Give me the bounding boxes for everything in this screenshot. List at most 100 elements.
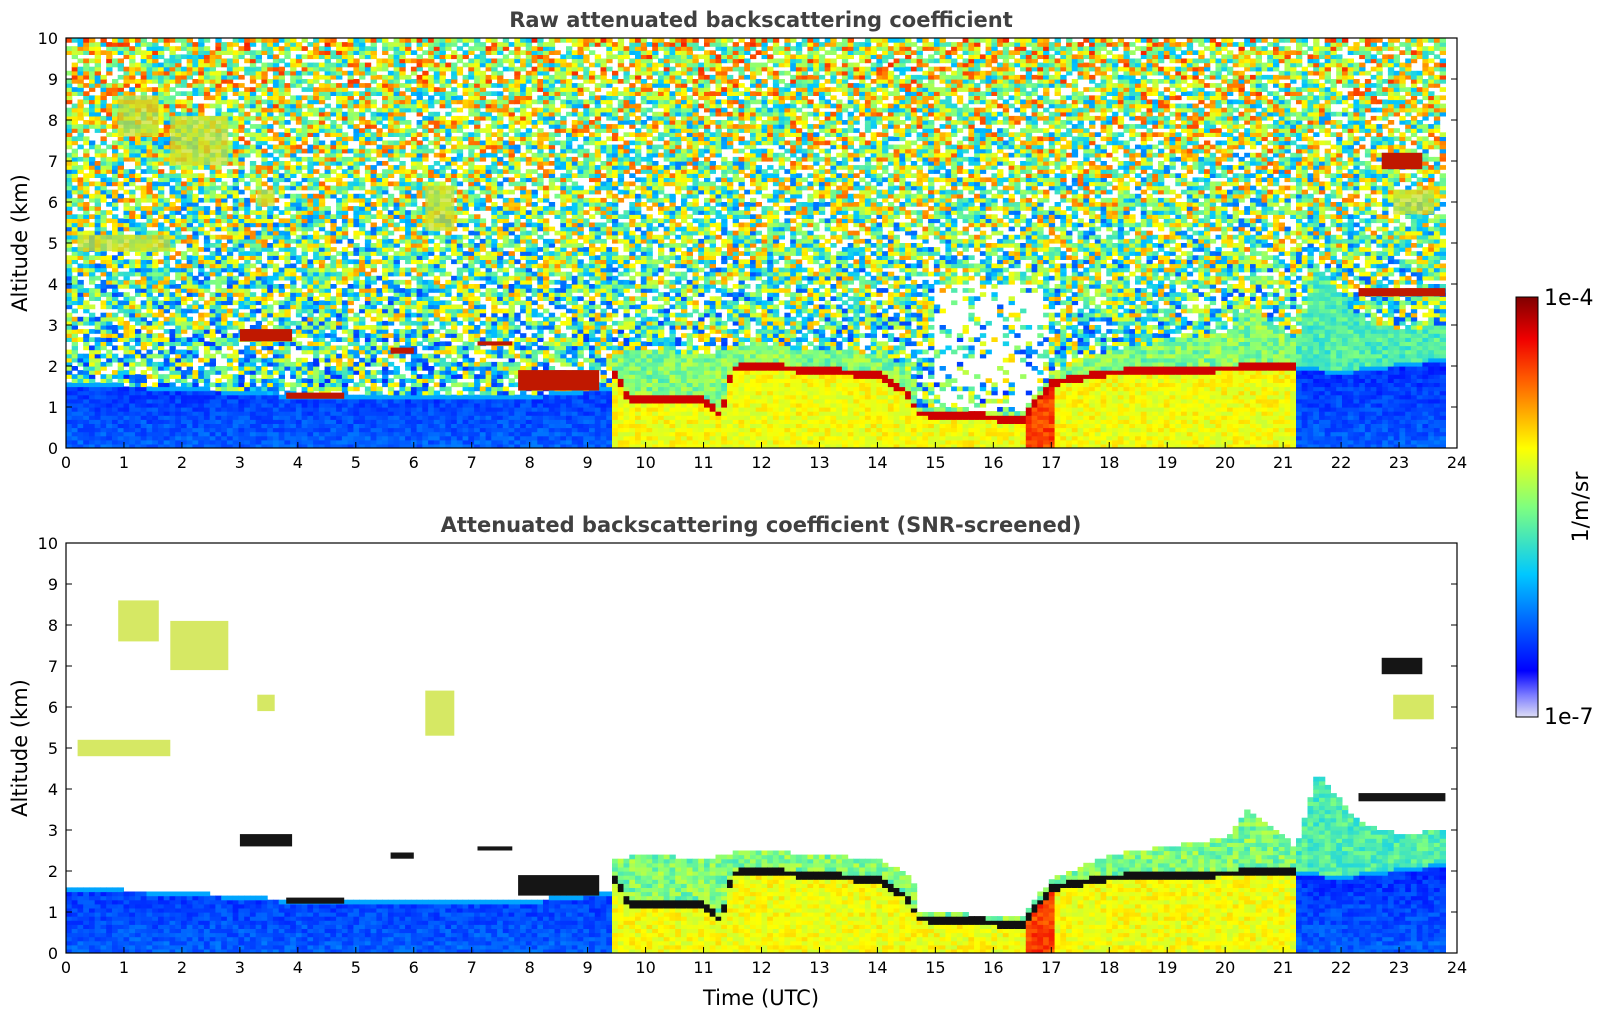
heatmap-cell	[295, 99, 303, 105]
heatmap-cell	[100, 148, 107, 154]
heatmap-cell	[405, 325, 412, 330]
heatmap-cell	[399, 189, 406, 195]
heatmap-cell	[278, 185, 285, 191]
heatmap-cell	[341, 210, 349, 215]
heatmap-cell	[163, 95, 170, 101]
heatmap-cell	[66, 173, 73, 178]
heatmap-cell	[359, 210, 366, 215]
heatmap-cell	[146, 411, 153, 416]
heatmap-cell	[370, 226, 377, 232]
heatmap-cell	[158, 279, 165, 285]
heatmap-cell	[94, 120, 101, 125]
heatmap-cell	[249, 366, 257, 371]
heatmap-cell	[364, 263, 372, 269]
heatmap-cell	[226, 427, 234, 433]
heatmap-cell	[169, 177, 176, 183]
heatmap-cell	[255, 107, 262, 113]
heatmap-cell	[387, 353, 395, 359]
heatmap-cell	[83, 435, 90, 441]
heatmap-cell	[83, 161, 90, 166]
heatmap-cell	[301, 79, 308, 84]
heatmap-cell	[364, 218, 372, 224]
heatmap-cell	[318, 156, 326, 162]
heatmap-cell	[244, 128, 251, 133]
heatmap-cell	[393, 132, 400, 137]
heatmap-cell	[284, 161, 291, 166]
heatmap-cell	[232, 366, 239, 371]
heatmap-cell	[123, 251, 130, 256]
heatmap-cell	[272, 439, 280, 445]
heatmap-cell	[376, 329, 383, 334]
heatmap-cell	[123, 443, 130, 448]
heatmap-cell	[112, 431, 119, 437]
heatmap-cell	[295, 234, 303, 240]
heatmap-cell	[387, 415, 395, 420]
heatmap-cell	[66, 144, 73, 150]
heatmap-cell	[71, 398, 78, 404]
heatmap-cell	[313, 230, 320, 236]
heatmap-cell	[405, 308, 412, 314]
heatmap-cell	[284, 136, 291, 142]
heatmap-cell	[249, 341, 257, 347]
heatmap-cell	[94, 79, 101, 84]
heatmap-cell	[106, 271, 113, 277]
heatmap-cell	[129, 423, 136, 429]
heatmap-cell	[284, 230, 291, 236]
heatmap-cell	[83, 357, 90, 363]
heatmap-cell	[347, 308, 354, 314]
heatmap-cell	[181, 83, 188, 88]
heatmap-cell	[169, 439, 176, 445]
heatmap-cell	[376, 185, 383, 191]
heatmap-cell	[215, 54, 222, 60]
heatmap-cell	[359, 107, 366, 113]
heatmap-cell	[399, 111, 406, 117]
heatmap-cell	[284, 169, 291, 174]
heatmap-cell	[301, 292, 308, 297]
heatmap-cell	[364, 46, 372, 51]
heatmap-cell	[106, 427, 113, 433]
heatmap-cell	[186, 197, 193, 203]
heatmap-cell	[272, 267, 280, 273]
heatmap-cell	[226, 382, 234, 388]
heatmap-cell	[169, 234, 176, 240]
heatmap-cell	[318, 304, 326, 310]
heatmap-cell	[100, 443, 107, 448]
heatmap-cell	[353, 38, 360, 43]
heatmap-cell	[66, 181, 73, 187]
heatmap-cell	[295, 329, 303, 334]
heatmap-cell	[175, 193, 182, 199]
heatmap-cell	[83, 218, 90, 224]
heatmap-cell	[261, 132, 268, 137]
heatmap-cell	[290, 74, 297, 80]
heatmap-cell	[295, 161, 303, 166]
heatmap-cell	[238, 411, 245, 416]
heatmap-cell	[301, 357, 308, 363]
heatmap-cell	[330, 296, 337, 301]
heatmap-cell	[347, 374, 354, 379]
heatmap-cell	[203, 58, 211, 64]
heatmap-cell	[175, 312, 182, 318]
heatmap-cell	[106, 161, 113, 166]
heatmap-cell	[226, 62, 234, 68]
heatmap-cell	[117, 140, 124, 146]
heatmap-cell	[307, 312, 314, 318]
heatmap-cell	[66, 46, 73, 51]
heatmap-cell	[181, 427, 188, 433]
heatmap-cell	[244, 115, 251, 121]
heatmap-cell	[238, 402, 245, 408]
heatmap-cell	[112, 189, 119, 195]
heatmap-cell	[341, 189, 349, 195]
heatmap-cell	[163, 70, 170, 76]
heatmap-cell	[181, 234, 188, 240]
heatmap-cell	[347, 271, 354, 277]
heatmap-cell	[261, 386, 268, 392]
heatmap-cell	[313, 407, 320, 412]
heatmap-cell	[181, 394, 188, 400]
heatmap-cell	[267, 218, 274, 224]
heatmap-cell	[382, 238, 389, 244]
heatmap-cell	[71, 284, 78, 289]
heatmap-cell	[83, 91, 90, 96]
heatmap-cell	[215, 87, 222, 92]
heatmap-cell	[364, 91, 372, 96]
heatmap-cell	[318, 193, 326, 199]
